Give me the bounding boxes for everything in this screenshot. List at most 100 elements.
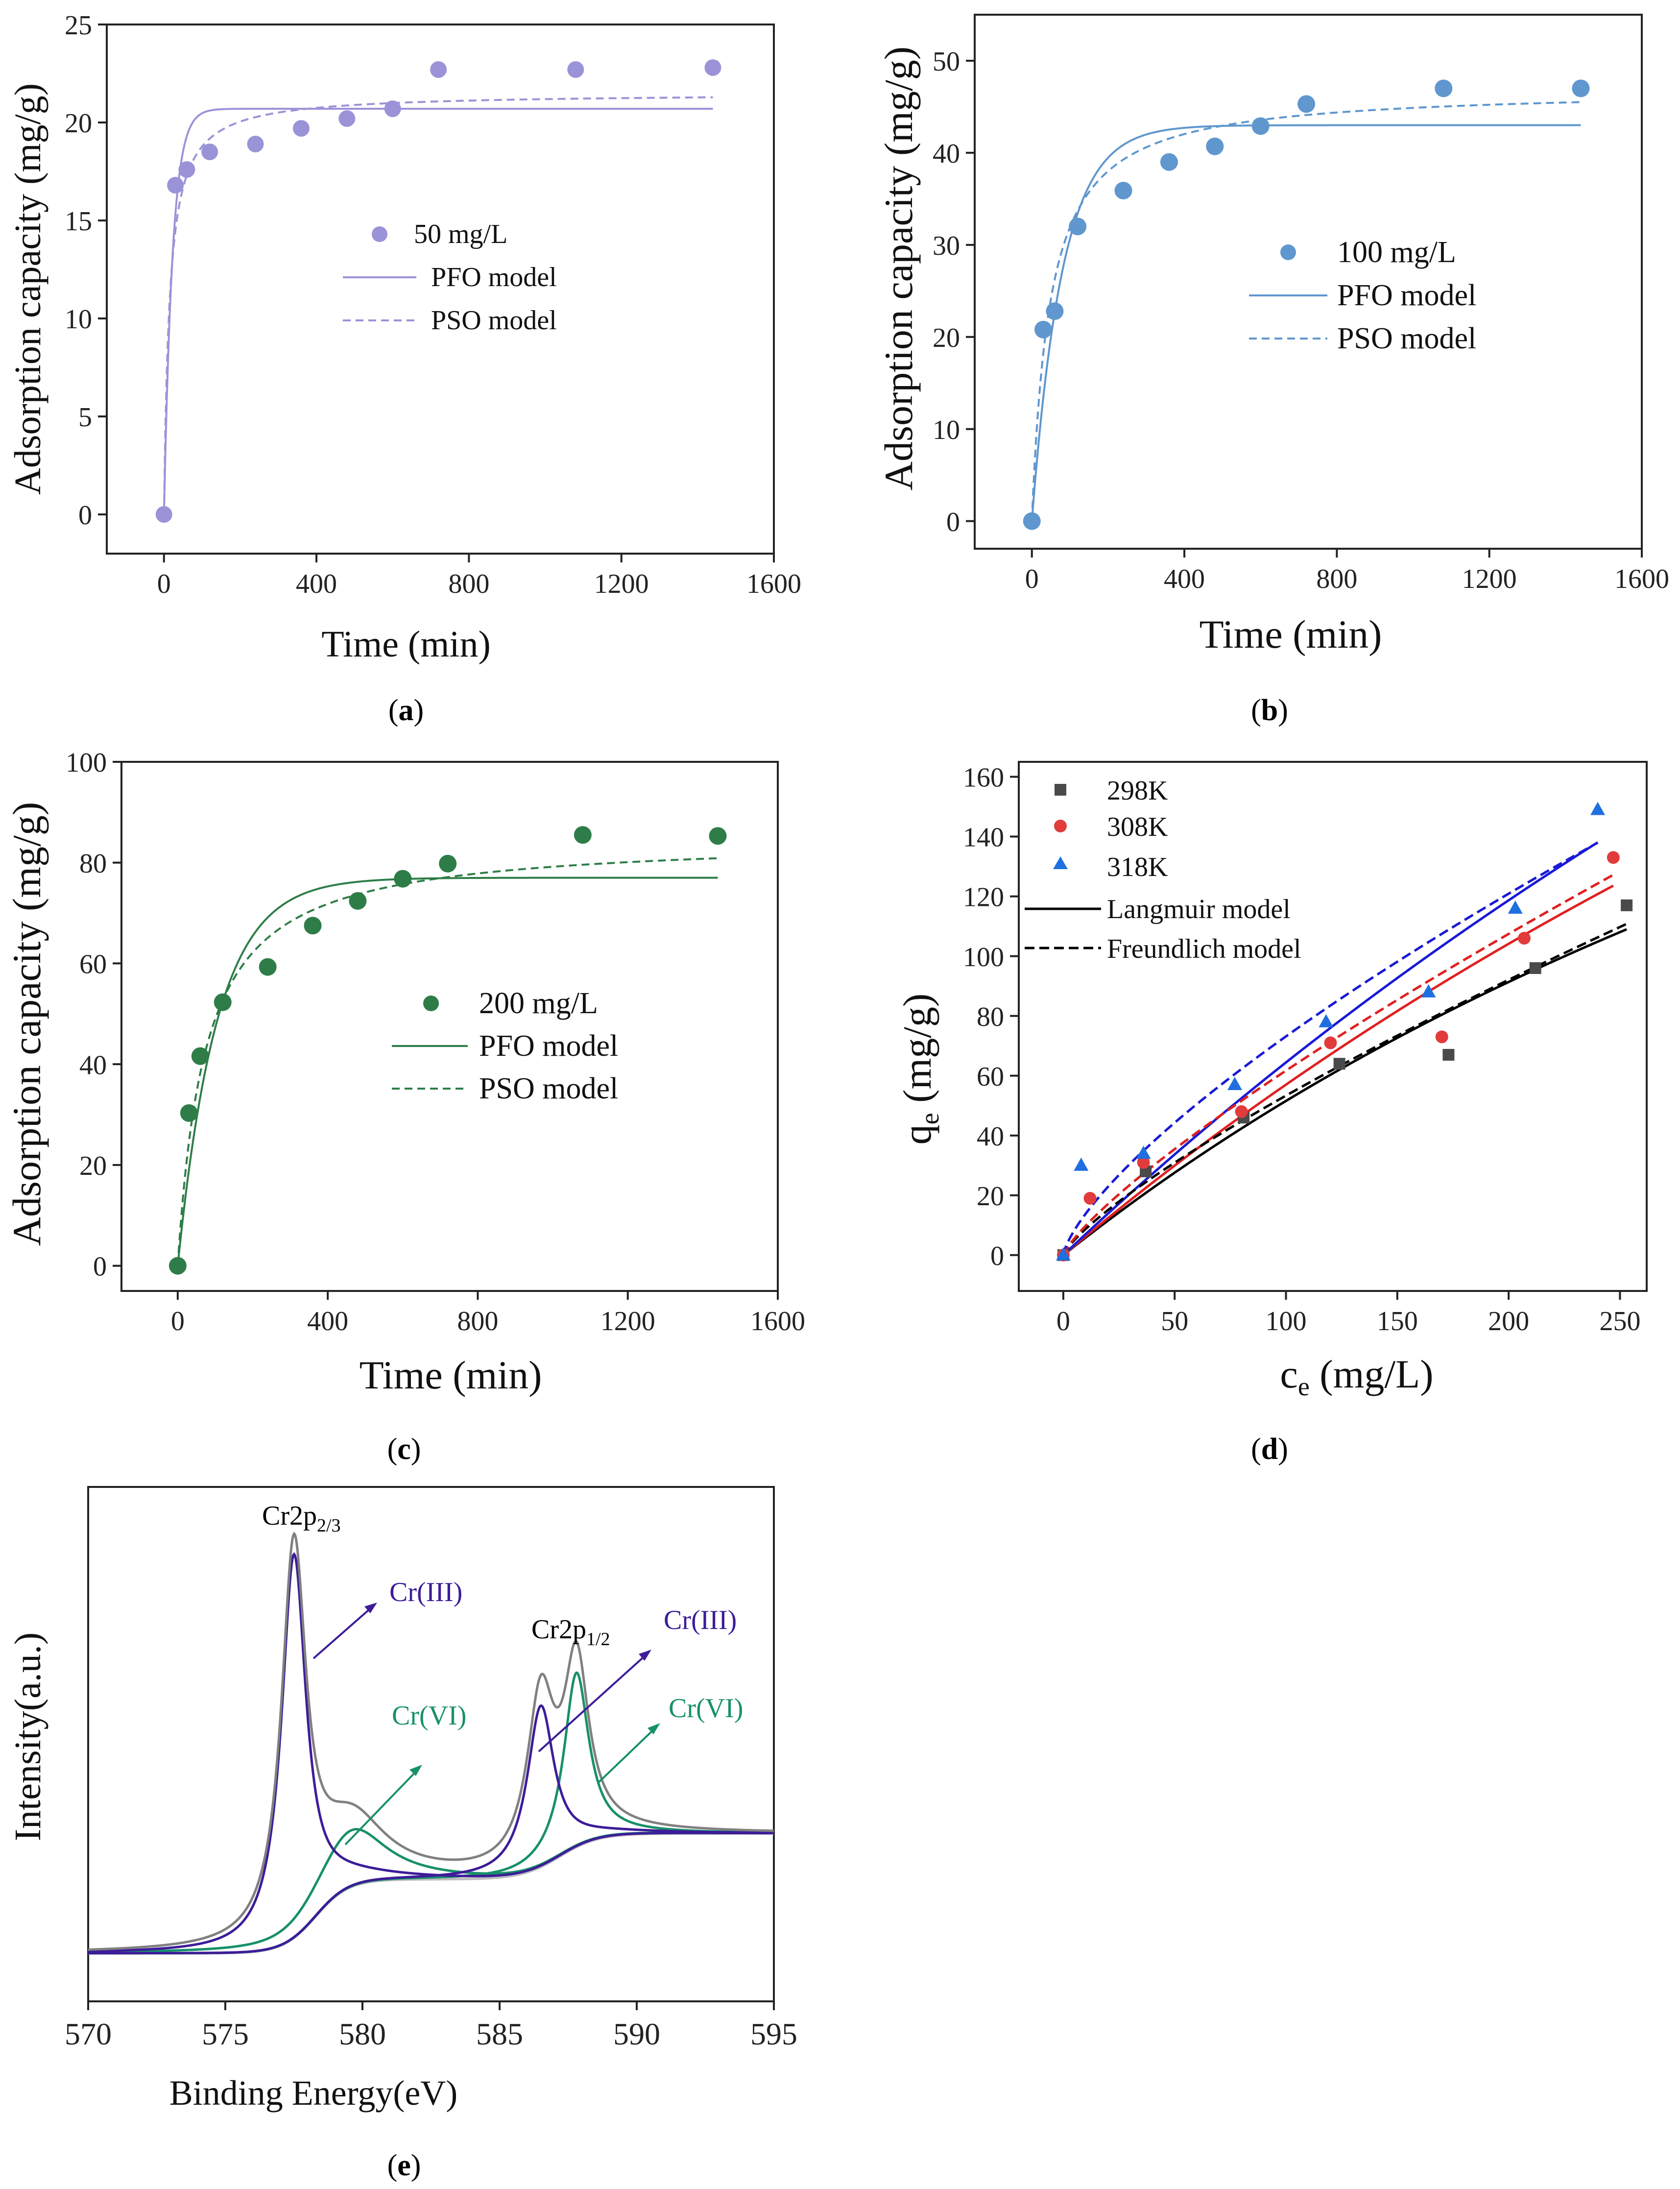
- freundlich-fit-line-308K: [1062, 874, 1614, 1256]
- y-tick-label-c: 100: [66, 748, 107, 778]
- x-tick-label-a: 1600: [746, 569, 801, 599]
- data-point-c: [259, 958, 277, 976]
- y-tick-label-a: 0: [78, 500, 92, 531]
- pfo-fit-line-b: [1031, 124, 1581, 521]
- data-point-a: [247, 136, 264, 152]
- pso-fit-line-b: [1031, 101, 1581, 521]
- y-tick-label-d: 60: [977, 1062, 1004, 1092]
- y-tick-label-a: 25: [65, 10, 92, 41]
- caption-e-letter: e: [397, 2149, 411, 2182]
- x-tick-label-e: 580: [339, 2017, 386, 2051]
- legend-c-point-marker: [423, 996, 439, 1011]
- data-point-b: [1046, 302, 1064, 320]
- y-tick-label-c: 20: [79, 1151, 107, 1181]
- y-tick-label-d: 20: [977, 1181, 1004, 1212]
- legend-c: 200 mg/L PFO model PSO model: [392, 987, 618, 1105]
- data-point-308K: [1324, 1036, 1337, 1049]
- legend-d: 298K 308K 318K Langmuir model Freundlich…: [1025, 776, 1301, 964]
- cr6-right-arrowhead: [648, 1723, 660, 1734]
- data-point-a: [167, 177, 184, 194]
- peak2-label: Cr2p1/2: [531, 1614, 610, 1650]
- y-tick-label-d: 120: [963, 882, 1004, 913]
- x-tick-label-e: 585: [476, 2017, 523, 2051]
- legend-c-points-label: 200 mg/L: [479, 987, 598, 1020]
- data-point-318K: [1319, 1014, 1334, 1027]
- ylabel-d-main: q: [895, 1124, 939, 1144]
- data-point-c: [304, 917, 322, 935]
- plot-a: 0 400 800 1200 1600 0 5 10 15 20 25: [65, 10, 801, 599]
- peak1-label-main: Cr2p: [262, 1501, 317, 1531]
- xlabel-d-unit: (mg/L): [1310, 1352, 1434, 1396]
- axes-frame-b: [974, 14, 1643, 550]
- cr6-component-line-1: [88, 1828, 774, 1953]
- cr6-left-label: Cr(VI): [392, 1701, 466, 1731]
- data-point-b: [1206, 137, 1224, 155]
- legend-d-318-marker: [1053, 856, 1068, 869]
- envelope-line: [88, 1532, 774, 1951]
- x-tick-label-a: 400: [296, 569, 337, 599]
- data-point-c: [574, 826, 592, 844]
- caption-e: (e): [387, 2149, 421, 2182]
- plot-e: 570 575 580 585 590 595: [65, 1486, 797, 2051]
- data-point-a: [201, 144, 218, 160]
- data-point-b: [1572, 79, 1590, 97]
- panel-b: 0 400 800 1200 1600 0 10 20 30 40 50 100 mg/L PFO …: [876, 14, 1669, 727]
- x-tick-label-d: 100: [1266, 1306, 1307, 1337]
- plot-b: 0 400 800 1200 1600 0 10 20 30 40 50: [933, 14, 1669, 594]
- cr3-component-line-2: [88, 1704, 774, 1955]
- data-point-318K: [1056, 1247, 1071, 1261]
- y-tick-label-b: 0: [946, 507, 960, 537]
- panel-e: 570 575 580 585 590 595 Cr2p2/3 Cr2p1/2 Cr(II…: [7, 1486, 797, 2182]
- x-tick-label-d: 150: [1377, 1306, 1418, 1337]
- x-tick-label-e: 575: [202, 2017, 249, 2051]
- data-point-298K: [1442, 1048, 1455, 1061]
- data-point-b: [1034, 320, 1053, 339]
- y-tick-label-b: 10: [933, 415, 960, 445]
- data-point-318K: [1421, 984, 1436, 997]
- xlabel-c: Time (min): [360, 1353, 542, 1397]
- legend-c-pfo-label: PFO model: [479, 1029, 618, 1063]
- x-tick-label-d: 250: [1599, 1306, 1640, 1337]
- legend-c-pso-label: PSO model: [479, 1072, 618, 1105]
- plot-c: 0 400 800 1200 1600 0 20 40 60 80 100: [66, 748, 805, 1337]
- panel-c: 0 400 800 1200 1600 0 20 40 60 80 100 200 mg/L PFO…: [4, 748, 805, 1466]
- y-tick-label-c: 60: [79, 949, 107, 980]
- panel-d: 0 50 100 150 200 250 0 20 40 60 80 100 120 140 160 298…: [895, 761, 1648, 1466]
- data-point-a: [384, 100, 401, 117]
- y-tick-label-a: 15: [65, 206, 92, 237]
- y-tick-label-a: 20: [65, 108, 92, 139]
- legend-a-points-label: 50 mg/L: [414, 219, 507, 249]
- data-point-318K: [1227, 1076, 1242, 1090]
- data-point-a: [292, 120, 310, 137]
- x-tick-label-c: 1200: [600, 1306, 655, 1337]
- ylabel-b: Adsorption capacity (mg/g): [876, 47, 921, 490]
- data-point-a: [430, 61, 447, 78]
- x-tick-label-b: 400: [1164, 564, 1205, 594]
- legend-d-298-label: 298K: [1107, 776, 1168, 806]
- plot-d: 0 50 100 150 200 250 0 20 40 60 80 100 120 140 160: [963, 761, 1648, 1337]
- freundlich-fit-line-318K: [1062, 841, 1599, 1256]
- y-tick-label-b: 30: [933, 231, 960, 261]
- y-tick-label-d: 140: [963, 823, 1004, 853]
- langmuir-fit-line-318K: [1062, 841, 1599, 1256]
- xlabel-d: ce (mg/L): [1280, 1352, 1433, 1401]
- x-tick-label-a: 800: [448, 569, 489, 599]
- annotations-e: Cr2p2/3 Cr2p1/2 Cr(III) Cr(VI) Cr(III) C…: [262, 1501, 743, 1846]
- cr3-left-arrow: [312, 1605, 374, 1659]
- x-tick-label-c: 400: [307, 1306, 348, 1337]
- y-tick-label-c: 80: [79, 849, 107, 879]
- data-point-c: [709, 827, 727, 845]
- ylabel-e: Intensity(a.u.): [7, 1632, 48, 1841]
- ylabel-d-unit: (mg/g): [895, 994, 939, 1113]
- ylabel-c: Adsorption capacity (mg/g): [4, 802, 49, 1246]
- data-point-b: [1297, 95, 1316, 113]
- x-tick-label-d: 200: [1488, 1306, 1529, 1337]
- cr3-right-label: Cr(III): [664, 1605, 737, 1635]
- y-tick-label-a: 10: [65, 304, 92, 335]
- axes-frame-a: [106, 24, 775, 555]
- legend-b-point-marker: [1280, 244, 1296, 260]
- ylabel-d: qe (mg/g): [895, 994, 944, 1145]
- xlabel-d-sub: e: [1298, 1372, 1310, 1401]
- x-tick-label-b: 0: [1025, 564, 1039, 594]
